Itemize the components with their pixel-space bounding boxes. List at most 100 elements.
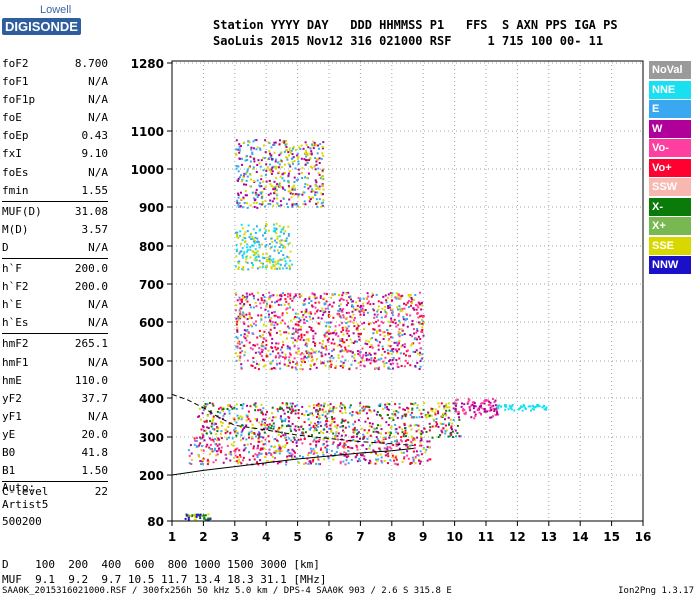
echo-point [285, 404, 288, 407]
echo-point [298, 293, 301, 296]
echo-point [258, 347, 261, 350]
echo-point [415, 331, 418, 334]
echo-point [315, 451, 318, 454]
echo-point [372, 328, 375, 331]
echo-point [318, 198, 321, 201]
echo-point [263, 431, 266, 434]
echo-point [362, 302, 365, 305]
echo-point [330, 363, 333, 366]
echo-point [305, 320, 308, 322]
echo-point [249, 256, 252, 259]
legend-item: NNW [649, 256, 691, 274]
echo-point [284, 322, 287, 325]
echo-point [408, 425, 411, 428]
echo-point [286, 458, 289, 461]
echo-point [265, 252, 268, 255]
echo-point [201, 459, 204, 462]
echo-point [353, 319, 356, 322]
echo-point [256, 454, 259, 457]
echo-point [258, 432, 261, 435]
echo-point [234, 152, 237, 155]
echo-point [280, 415, 282, 418]
echo-point [285, 140, 288, 142]
echo-point [425, 448, 428, 451]
echo-point [339, 308, 342, 311]
echo-point [324, 310, 327, 313]
echo-point [382, 331, 385, 334]
echo-point [390, 353, 393, 355]
x-tick-label: 1 [168, 530, 176, 544]
echo-point [240, 250, 243, 253]
echo-point [376, 437, 379, 440]
echo-point [413, 328, 415, 331]
echo-point [288, 267, 291, 270]
echo-point [321, 307, 324, 310]
echo-point [496, 413, 499, 416]
echo-point [307, 454, 309, 457]
echo-point [384, 305, 387, 308]
echo-point [276, 194, 279, 197]
echo-point [281, 140, 284, 143]
echo-point [344, 408, 347, 411]
echo-point [202, 457, 205, 460]
echo-point [277, 299, 280, 302]
echo-point [311, 188, 314, 191]
echo-point [352, 307, 355, 310]
echo-point [253, 158, 256, 161]
param-row: hmF2 265.1 [2, 335, 108, 353]
echo-point [276, 267, 279, 270]
echo-point [358, 404, 361, 407]
echo-point [418, 416, 421, 419]
echo-point [312, 340, 315, 343]
echo-point [496, 410, 498, 413]
echo-point [250, 436, 253, 439]
echo-point [235, 323, 238, 326]
echo-point [297, 438, 300, 441]
echo-point [187, 516, 190, 519]
echo-point [239, 313, 241, 316]
profile-line [171, 393, 414, 446]
echo-point [362, 405, 365, 408]
echo-point [363, 408, 366, 411]
echo-point [263, 423, 266, 426]
echo-point [323, 297, 326, 300]
echo-point [490, 405, 493, 408]
echo-point [422, 448, 425, 450]
echo-point [391, 348, 394, 351]
echo-point [254, 409, 257, 412]
echo-point [367, 340, 370, 343]
echo-point [350, 458, 353, 461]
echo-point [222, 461, 225, 464]
echo-point [335, 407, 338, 409]
echo-point [494, 404, 497, 407]
echo-point [283, 446, 286, 449]
echo-point [381, 417, 384, 420]
echo-point [389, 426, 392, 429]
echo-point [372, 302, 375, 305]
echo-point [411, 323, 414, 326]
echo-point [328, 366, 331, 369]
echo-point [285, 267, 288, 270]
echo-point [315, 409, 318, 412]
echo-point [404, 440, 407, 442]
echo-point [412, 439, 414, 442]
echo-point [241, 416, 244, 419]
echo-point [471, 401, 474, 404]
echo-point [201, 445, 204, 448]
param-name: hmF1 [2, 355, 29, 369]
param-value: N/A [88, 298, 108, 312]
echo-point [287, 206, 289, 209]
echo-point [267, 141, 270, 144]
echo-point [238, 309, 241, 312]
echo-point [235, 148, 238, 151]
echo-point [315, 181, 318, 184]
echo-point [285, 300, 288, 303]
echo-point [386, 408, 389, 411]
echo-point [315, 444, 318, 447]
x-tick-label: 3 [231, 530, 239, 544]
echo-point [518, 407, 521, 410]
echo-point [221, 424, 223, 427]
echo-point [360, 310, 363, 313]
echo-point [281, 424, 284, 427]
echo-point [359, 306, 362, 309]
